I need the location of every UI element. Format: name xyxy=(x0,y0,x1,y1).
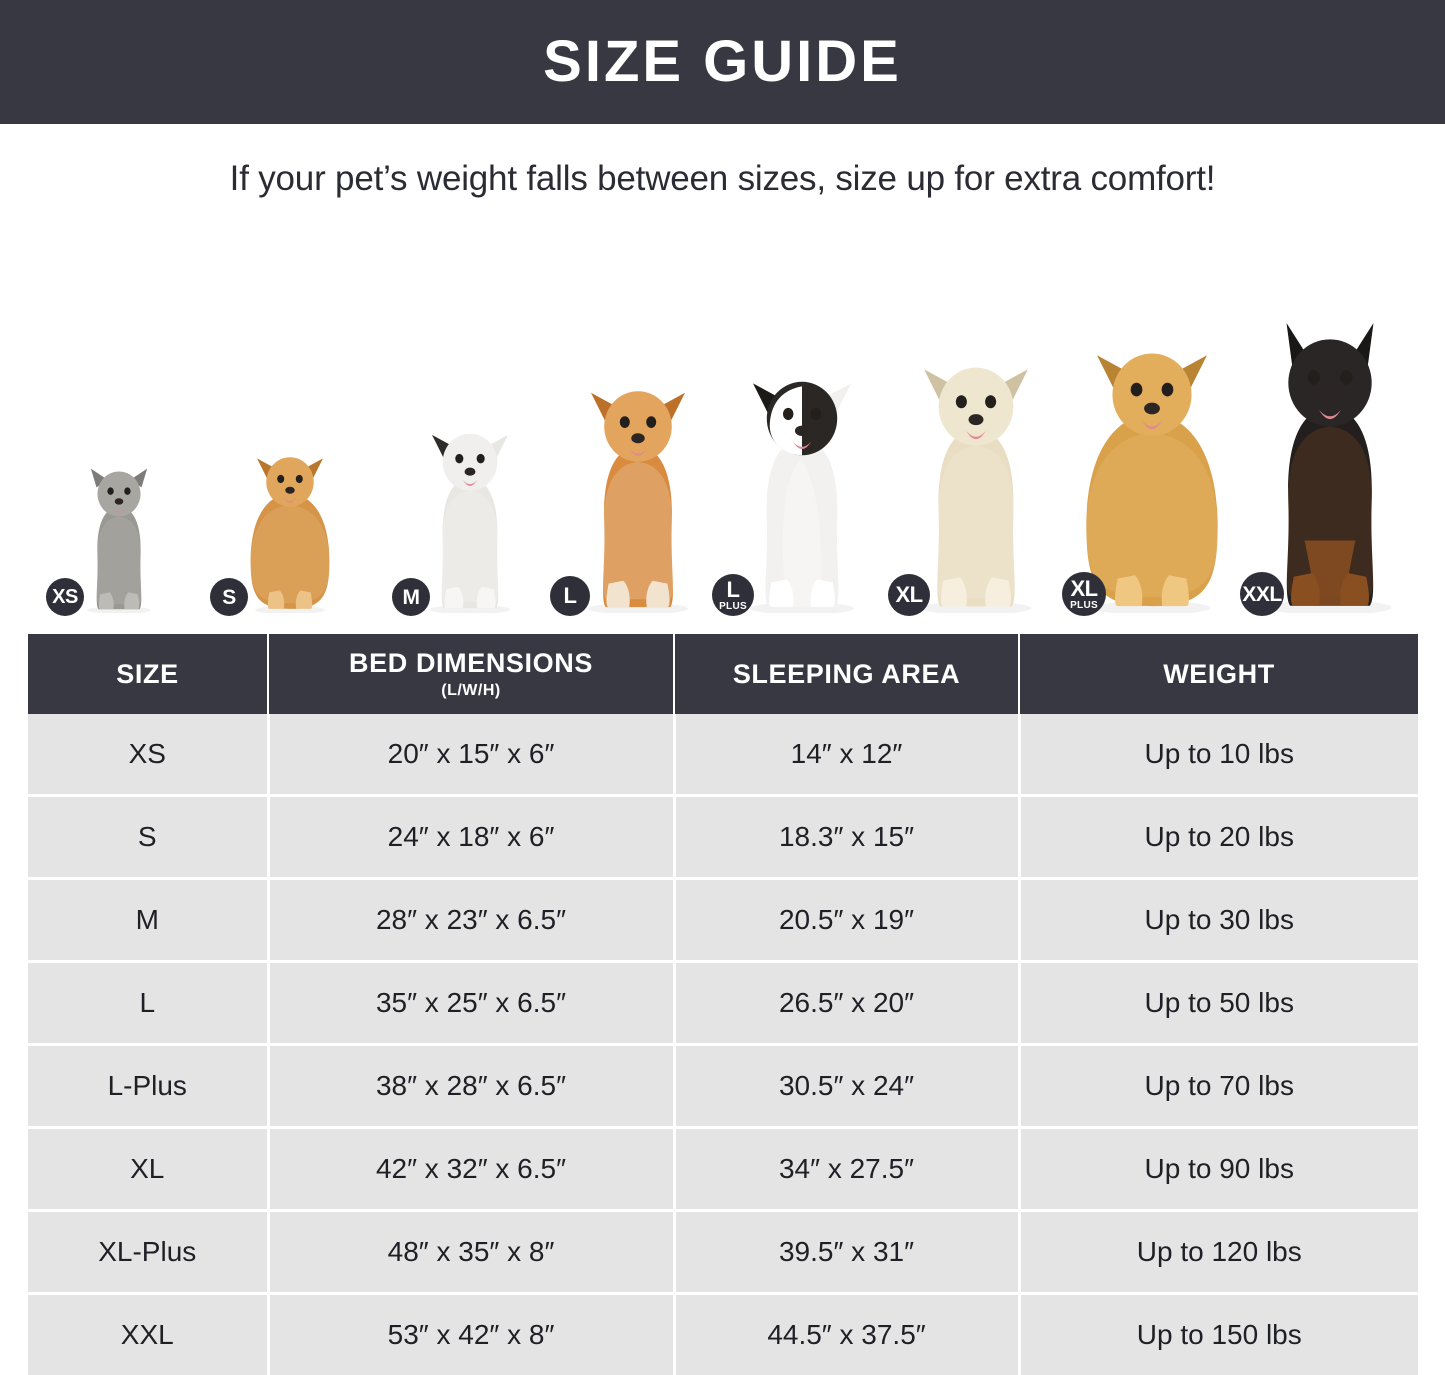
column-header-size: SIZE xyxy=(28,634,268,714)
cell-sleeping-area: 14″ x 12″ xyxy=(674,714,1019,796)
pet-size-item: M xyxy=(392,428,547,618)
pet-size-illustration-strip: XS S M xyxy=(0,238,1445,618)
size-badge-label: L xyxy=(564,585,577,607)
size-badge-label: M xyxy=(403,587,420,608)
cell-sleeping-area: 18.3″ x 15″ xyxy=(674,796,1019,879)
pet-size-item: XS xyxy=(44,468,194,618)
cell-weight: Up to 50 lbs xyxy=(1019,962,1418,1045)
cell-bed-dimensions: 28″ x 23″ x 6.5″ xyxy=(268,879,674,962)
subtitle-text: If your pet’s weight falls between sizes… xyxy=(230,159,1216,199)
cell-weight: Up to 10 lbs xyxy=(1019,714,1418,796)
column-header-bed-dimensions: BED DIMENSIONS (L/W/H) xyxy=(268,634,674,714)
column-header-bed-dimensions-label: BED DIMENSIONS xyxy=(349,648,593,678)
pet-size-item: L xyxy=(550,383,725,618)
pet-size-item: XXL xyxy=(1240,328,1420,618)
cell-weight: Up to 120 lbs xyxy=(1019,1211,1418,1294)
column-header-weight-label: WEIGHT xyxy=(1163,659,1275,689)
cell-size: XL xyxy=(28,1128,268,1211)
cell-bed-dimensions: 42″ x 32″ x 6.5″ xyxy=(268,1128,674,1211)
cell-bed-dimensions: 38″ x 28″ x 6.5″ xyxy=(268,1045,674,1128)
cell-sleeping-area: 44.5″ x 37.5″ xyxy=(674,1294,1019,1375)
cell-sleeping-area: 26.5″ x 20″ xyxy=(674,962,1019,1045)
cell-bed-dimensions: 24″ x 18″ x 6″ xyxy=(268,796,674,879)
cell-size: L xyxy=(28,962,268,1045)
size-badge-xxl: XXL xyxy=(1240,572,1284,616)
column-header-weight: WEIGHT xyxy=(1019,634,1418,714)
page-title: SIZE GUIDE xyxy=(543,33,902,91)
cell-size: M xyxy=(28,879,268,962)
size-badge-label: XL xyxy=(1070,578,1097,600)
size-badge-m: M xyxy=(392,578,430,616)
cell-size: XXL xyxy=(28,1294,268,1375)
cell-sleeping-area: 20.5″ x 19″ xyxy=(674,879,1019,962)
size-badge-label: L xyxy=(727,579,740,601)
size-badge-label: S xyxy=(222,587,236,608)
subtitle-container: If your pet’s weight falls between sizes… xyxy=(0,124,1445,234)
cell-size: L-Plus xyxy=(28,1045,268,1128)
size-badge-s: S xyxy=(210,578,248,616)
cell-weight: Up to 30 lbs xyxy=(1019,879,1418,962)
size-badge-label: XXL xyxy=(1242,584,1281,605)
column-header-sleeping-area: SLEEPING AREA xyxy=(674,634,1019,714)
size-badge-l: L xyxy=(550,576,590,616)
cell-weight: Up to 20 lbs xyxy=(1019,796,1418,879)
cell-weight: Up to 90 lbs xyxy=(1019,1128,1418,1211)
pet-size-item: XL xyxy=(888,358,1063,618)
cell-weight: Up to 150 lbs xyxy=(1019,1294,1418,1375)
cell-bed-dimensions: 35″ x 25″ x 6.5″ xyxy=(268,962,674,1045)
cell-sleeping-area: 30.5″ x 24″ xyxy=(674,1045,1019,1128)
cell-size: S xyxy=(28,796,268,879)
cell-bed-dimensions: 53″ x 42″ x 8″ xyxy=(268,1294,674,1375)
size-badge-label: XL xyxy=(895,584,922,606)
size-badge-xl: XL xyxy=(888,574,930,616)
size-badge-sublabel: PLUS xyxy=(719,602,747,612)
pomeranian-dog-sitting-icon xyxy=(231,448,350,618)
column-header-size-label: SIZE xyxy=(116,659,178,689)
cell-bed-dimensions: 48″ x 35″ x 8″ xyxy=(268,1211,674,1294)
size-table-header: SIZE BED DIMENSIONS (L/W/H) SLEEPING ARE… xyxy=(28,634,1418,714)
cell-size: XS xyxy=(28,714,268,796)
pet-size-item: S xyxy=(210,453,370,618)
cell-size: XL-Plus xyxy=(28,1211,268,1294)
cell-sleeping-area: 34″ x 27.5″ xyxy=(674,1128,1019,1211)
size-table-container: SIZE BED DIMENSIONS (L/W/H) SLEEPING ARE… xyxy=(28,634,1418,1375)
cell-sleeping-area: 39.5″ x 31″ xyxy=(674,1211,1019,1294)
column-header-sleeping-area-label: SLEEPING AREA xyxy=(733,659,960,689)
cell-weight: Up to 70 lbs xyxy=(1019,1045,1418,1128)
table-header-row: SIZE BED DIMENSIONS (L/W/H) SLEEPING ARE… xyxy=(28,634,1418,714)
cell-bed-dimensions: 20″ x 15″ x 6″ xyxy=(268,714,674,796)
size-badge-xs: XS xyxy=(46,578,84,616)
size-table: SIZE BED DIMENSIONS (L/W/H) SLEEPING ARE… xyxy=(28,634,1418,1375)
column-header-bed-dimensions-sublabel: (L/W/H) xyxy=(269,682,673,700)
size-guide-header-bar: SIZE GUIDE xyxy=(0,0,1445,124)
size-badge-sublabel: PLUS xyxy=(1070,601,1098,611)
size-badge-label: XS xyxy=(52,587,78,607)
